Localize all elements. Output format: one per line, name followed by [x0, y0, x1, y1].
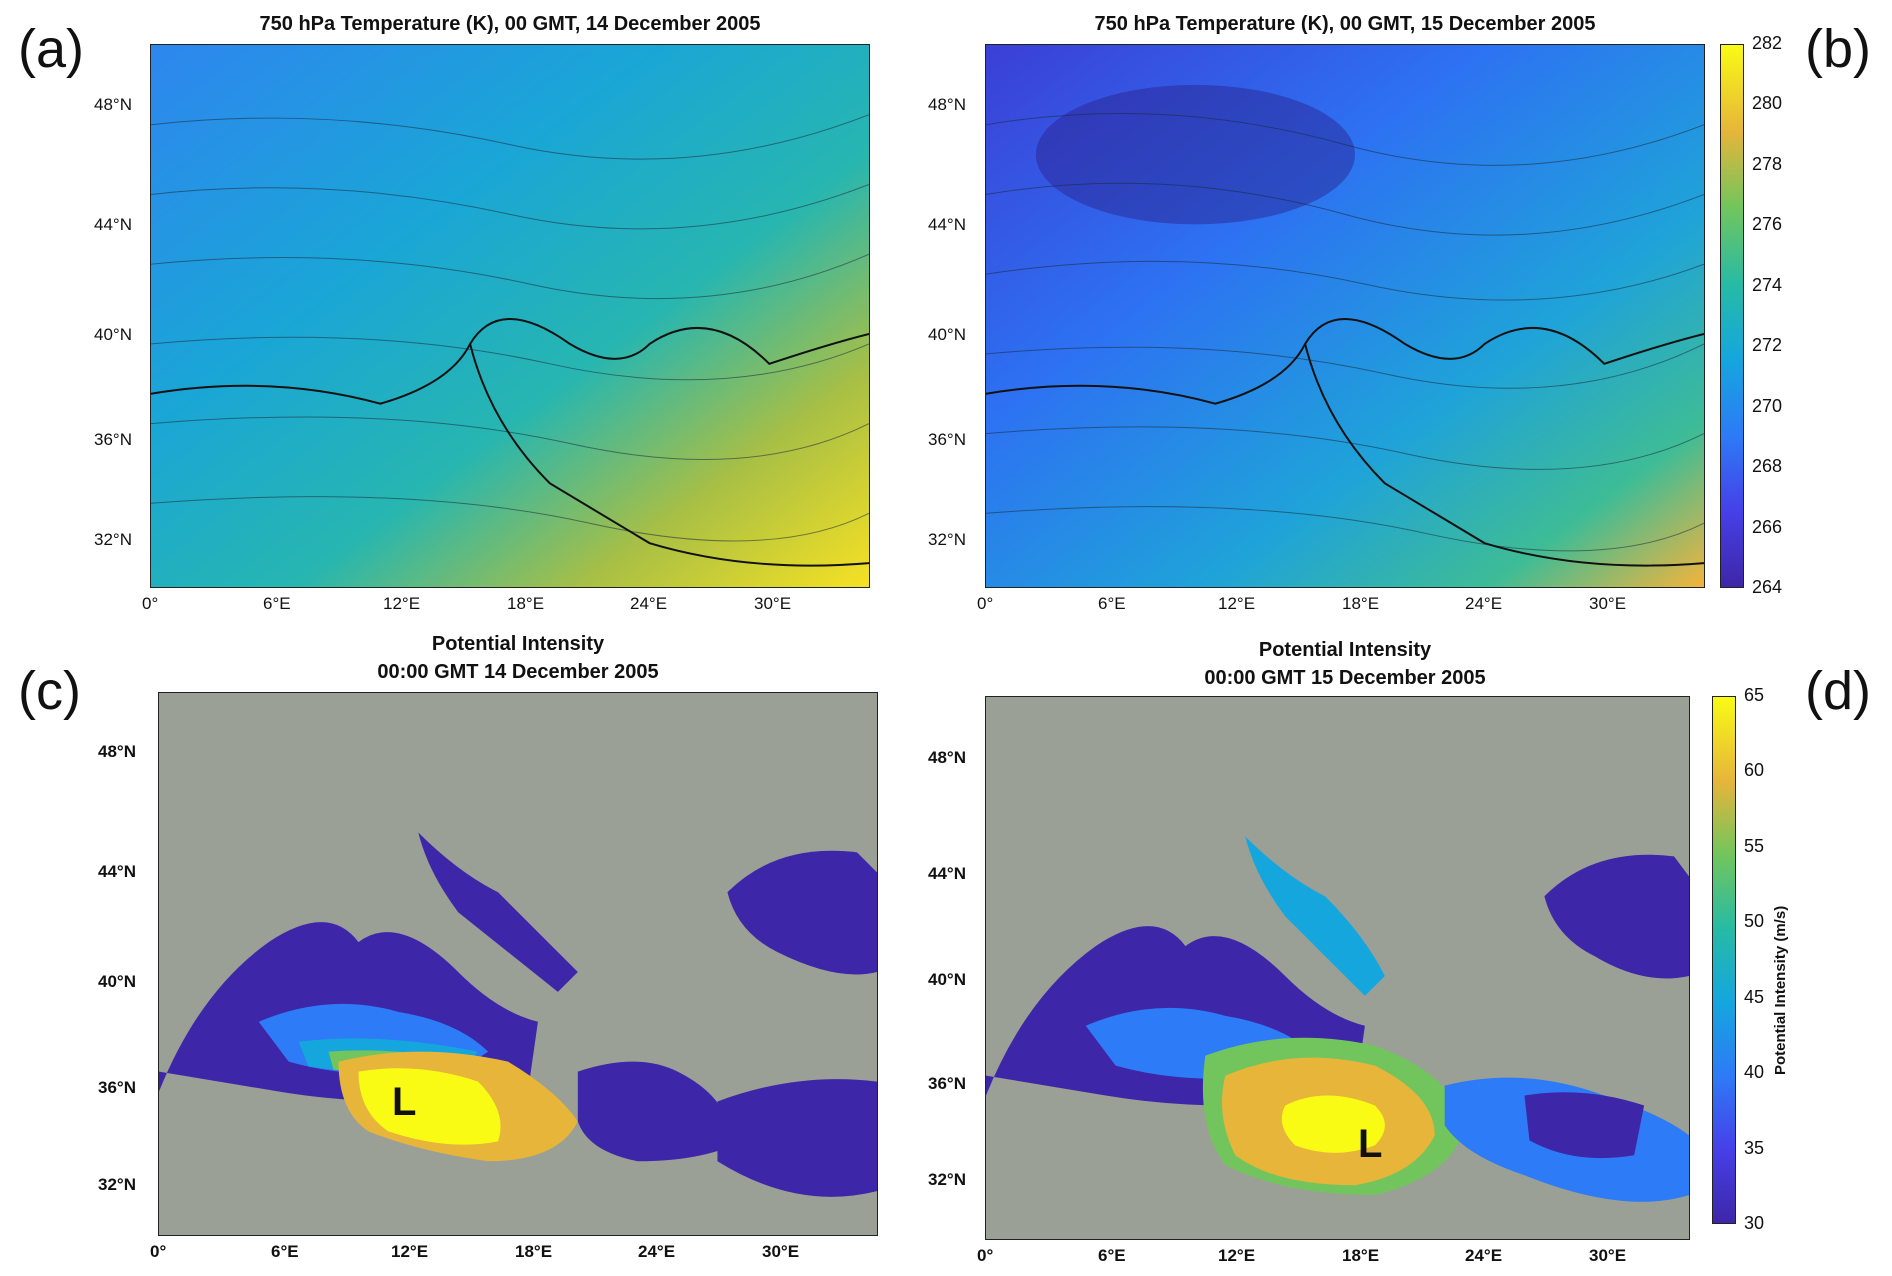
lon-tick-b: 12°E	[1218, 594, 1256, 613]
panel-letter-b: (b)	[1805, 19, 1871, 79]
panel-letter-d: (d)	[1805, 661, 1871, 721]
lon-tick-d: 6°E	[1098, 1246, 1126, 1265]
lat-tick-d: 32°N	[928, 1170, 966, 1189]
lon-tick-c: 30°E	[762, 1242, 800, 1261]
lon-tick-d: 18°E	[1342, 1246, 1380, 1265]
lat-tick-b: 32°N	[928, 530, 966, 549]
panel-letter-c: (c)	[18, 661, 81, 721]
panel-c-title-line1: Potential Intensity	[431, 633, 605, 655]
lat-tick-d: 48°N	[928, 748, 966, 767]
lat-tick-c: 40°N	[98, 972, 136, 991]
lat-tick-a: 44°N	[94, 215, 132, 234]
colorbar-tick-label: 30	[1744, 1213, 1765, 1233]
lon-tick-b: 30°E	[1589, 594, 1627, 613]
lat-tick-c: 44°N	[98, 862, 136, 881]
colorbar-tick-label: 65	[1744, 685, 1765, 705]
lon-tick-a: 24°E	[630, 594, 668, 613]
temperature-map-a[interactable]	[150, 44, 870, 588]
lon-tick-d: 0°	[977, 1246, 994, 1265]
temperature-map-b[interactable]	[985, 44, 1705, 588]
lat-tick-c: 48°N	[98, 742, 136, 761]
potential-intensity-colorbar	[1712, 696, 1736, 1224]
colorbar-tick-label: 276	[1752, 214, 1783, 235]
lon-tick-d: 12°E	[1218, 1246, 1256, 1265]
panel-letter-a: (a)	[18, 19, 84, 79]
colorbar-tick-label: 35	[1744, 1137, 1765, 1158]
lon-tick-d: 30°E	[1589, 1246, 1627, 1265]
colorbar-tick-label: 264	[1752, 577, 1783, 597]
lat-tick-c: 36°N	[98, 1078, 136, 1097]
lat-tick-b: 48°N	[928, 95, 966, 114]
lat-tick-a: 40°N	[94, 325, 132, 344]
colorbar-tick-label: 280	[1752, 93, 1783, 114]
colorbar-tick-label: 278	[1752, 153, 1783, 174]
lat-tick-d: 36°N	[928, 1074, 966, 1093]
lon-tick-d: 24°E	[1465, 1246, 1503, 1265]
colorbar-tick-label: 45	[1744, 986, 1765, 1007]
lon-tick-c: 6°E	[271, 1242, 299, 1261]
lon-tick-b: 24°E	[1465, 594, 1503, 613]
lat-tick-b: 36°N	[928, 430, 966, 449]
lon-tick-b: 6°E	[1098, 594, 1126, 613]
colorbar-tick-label: 282	[1752, 33, 1783, 53]
colorbar-tick-label: 40	[1744, 1062, 1765, 1083]
lon-tick-a: 30°E	[754, 594, 792, 613]
lat-tick-c: 32°N	[98, 1175, 136, 1194]
potential-intensity-colorbar-label: Potential Intensity (m/s)	[1772, 905, 1789, 1075]
lon-tick-c: 0°	[150, 1242, 167, 1261]
lon-tick-c: 24°E	[638, 1242, 676, 1261]
lon-tick-c: 18°E	[515, 1242, 553, 1261]
colorbar-tick-label: 50	[1744, 911, 1765, 932]
lat-tick-b: 40°N	[928, 325, 966, 344]
lon-tick-a: 0°	[142, 594, 159, 613]
colorbar-tick-label: 274	[1752, 274, 1783, 295]
panel-d-title-line1: Potential Intensity	[1258, 639, 1432, 661]
lat-tick-d: 40°N	[928, 970, 966, 989]
lat-tick-d: 44°N	[928, 864, 966, 883]
lat-tick-a: 48°N	[94, 95, 132, 114]
panel-b-title: 750 hPa Temperature (K), 00 GMT, 15 Dece…	[1094, 13, 1596, 35]
colorbar-tick-label: 266	[1752, 516, 1783, 537]
colorbar-tick-label: 60	[1744, 760, 1765, 781]
panel-d-title-line2: 00:00 GMT 15 December 2005	[1204, 667, 1486, 689]
lat-tick-a: 32°N	[94, 530, 132, 549]
lon-tick-c: 12°E	[391, 1242, 429, 1261]
colorbar-tick-label: 268	[1752, 456, 1783, 477]
lon-tick-b: 0°	[977, 594, 994, 613]
lat-tick-b: 44°N	[928, 215, 966, 234]
lon-tick-a: 12°E	[383, 594, 421, 613]
panel-a-title: 750 hPa Temperature (K), 00 GMT, 14 Dece…	[259, 13, 761, 35]
lon-tick-b: 18°E	[1342, 594, 1380, 613]
colorbar-tick-label: 270	[1752, 395, 1783, 416]
potential-intensity-map-c[interactable]	[158, 692, 878, 1236]
lon-tick-a: 18°E	[507, 594, 545, 613]
low-pressure-marker-d: L	[1358, 1122, 1383, 1166]
low-pressure-marker-c: L	[392, 1080, 417, 1124]
potential-intensity-map-d[interactable]	[985, 696, 1690, 1240]
colorbar-tick-label: 55	[1744, 835, 1765, 856]
colorbar-tick-label: 272	[1752, 335, 1783, 356]
lon-tick-a: 6°E	[263, 594, 291, 613]
panel-c-title-line2: 00:00 GMT 14 December 2005	[377, 661, 659, 683]
temperature-colorbar	[1720, 44, 1744, 588]
lat-tick-a: 36°N	[94, 430, 132, 449]
